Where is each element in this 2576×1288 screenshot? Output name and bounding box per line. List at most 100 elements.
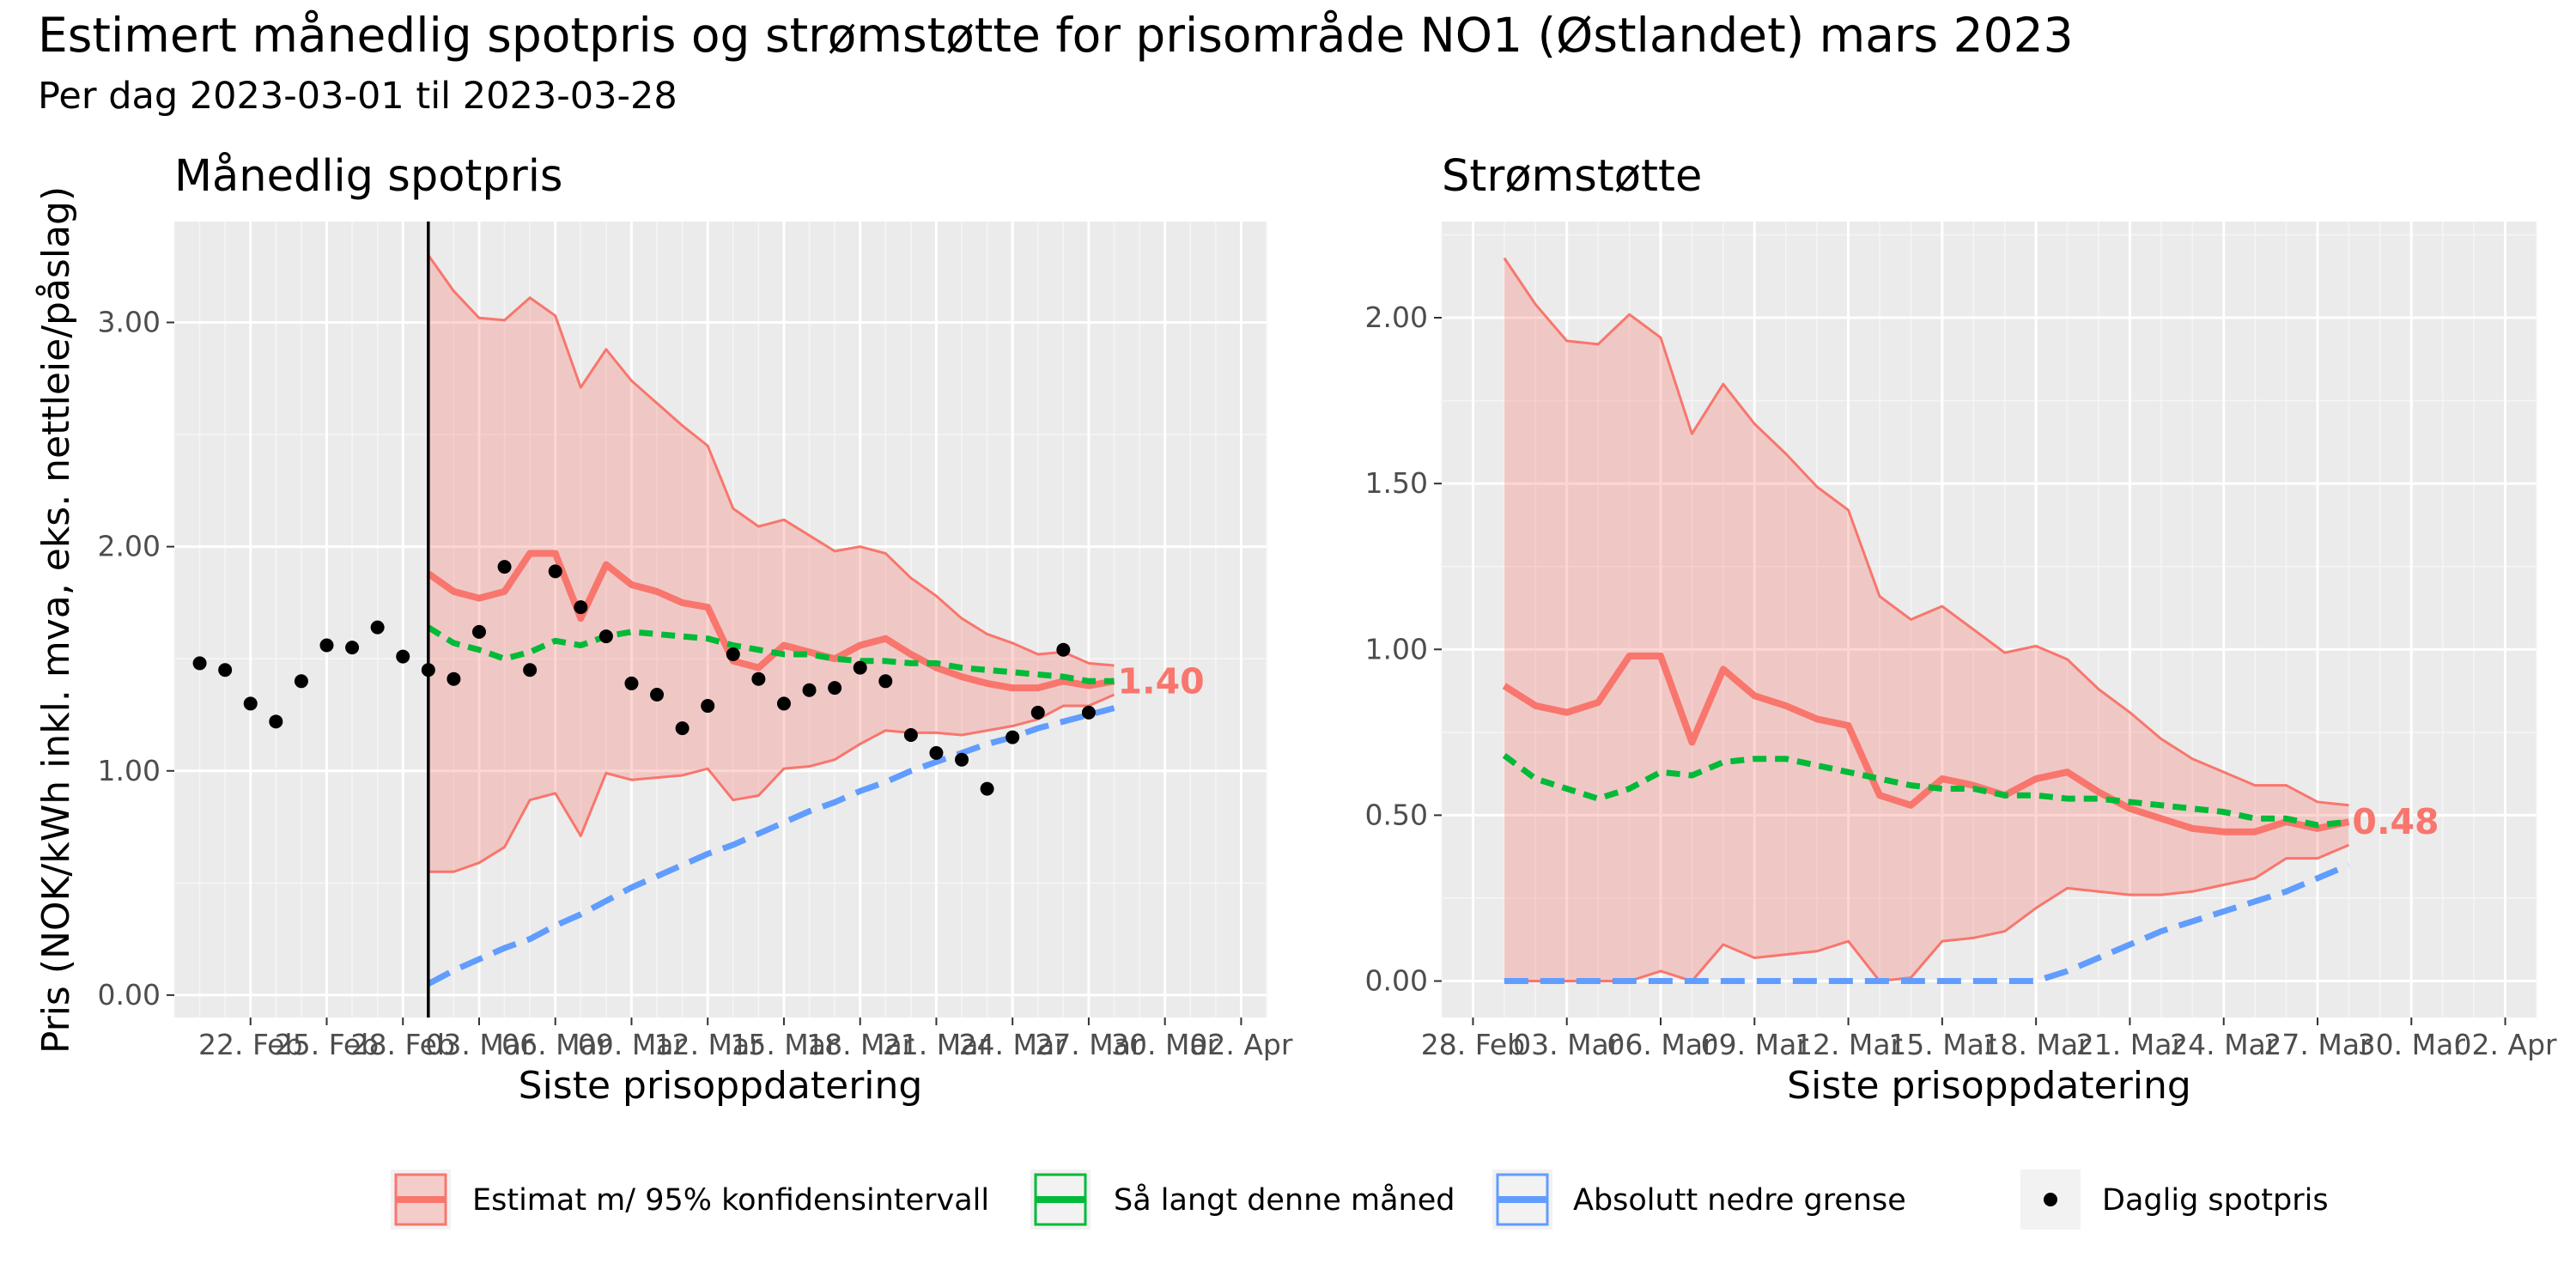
daily-price-point: [497, 560, 512, 574]
x-axis-label: Siste prisoppdatering: [1787, 1064, 2191, 1108]
daily-price-point: [294, 674, 308, 689]
estimate-line: [426, 550, 1115, 692]
y-tick-label: 0.00: [98, 978, 161, 1012]
daily-price-point: [370, 620, 385, 635]
x-tick-label: 28. Feb: [351, 1028, 455, 1061]
legend-item-daily-price: Daglig spotpris: [2020, 1170, 2329, 1230]
daily-price-point: [192, 656, 207, 671]
daily-price-point: [726, 647, 740, 661]
x-tick-label: 21. Mar: [2076, 1028, 2184, 1061]
daily-price-point: [980, 781, 994, 796]
legend-label-so-far: Så langt denne måned: [1114, 1182, 1455, 1218]
daily-price-point: [1056, 642, 1071, 657]
daily-price-point: [624, 676, 639, 690]
daily-price-point: [1081, 705, 1096, 720]
y-axis-label: Pris (NOK/kWh inkl. mva, eks. nettleie/p…: [34, 186, 78, 1054]
x-tick-label: 24. Mar: [959, 1028, 1067, 1061]
daily-price-point: [675, 721, 690, 736]
confidence-band: [428, 255, 1115, 872]
daily-price-point: [955, 752, 969, 767]
y-tick-label: 0.50: [1365, 798, 1428, 831]
x-tick-label: 06. Mar: [1607, 1028, 1715, 1061]
x-tick-label: 03. Mar: [1513, 1028, 1621, 1061]
x-tick-label: 27. Mar: [1035, 1028, 1143, 1061]
daily-price-point: [523, 663, 538, 677]
so-far-line: [426, 624, 1115, 684]
chart-subtitle: Per dag 2023-03-01 til 2023-03-28: [38, 75, 677, 118]
x-tick-label: 02. Apr: [2454, 1028, 2557, 1061]
confidence-upper-line: [1503, 257, 2349, 807]
daily-price-point: [319, 638, 334, 653]
so-far-line: [1502, 753, 2349, 829]
legend-label-daily-price: Daglig spotpris: [2102, 1183, 2329, 1218]
daily-price-point: [421, 663, 435, 677]
x-tick-label: 27. Mar: [2263, 1028, 2372, 1061]
x-tick-label: 12. Mar: [654, 1028, 762, 1061]
estimate-line: [1502, 652, 2350, 835]
daily-price-point: [1030, 705, 1045, 720]
legend-label-estimate: Estimat m/ 95% konfidensintervall: [472, 1183, 989, 1218]
y-tick-label: 2.00: [1365, 301, 1428, 334]
y-tick-label: 3.00: [98, 306, 161, 339]
daily-price-point: [802, 683, 817, 697]
lower-bound-line: [427, 705, 1115, 987]
x-tick-label: 22. Feb: [198, 1028, 302, 1061]
x-tick-label: 03. Mar: [425, 1028, 533, 1061]
x-tick-label: 18. Mar: [806, 1028, 914, 1061]
daily-price-point: [878, 674, 893, 689]
end-value-label: 1.40: [1118, 660, 1205, 702]
x-tick-label: 15. Mar: [1888, 1028, 1996, 1061]
daily-price-point: [650, 687, 665, 702]
x-tick-label: 24. Mar: [2170, 1028, 2278, 1061]
x-tick-label: 09. Mar: [1701, 1028, 1809, 1061]
confidence-lower-line: [1504, 843, 2350, 983]
daily-price-point: [396, 649, 410, 664]
legend-item-lower-bound: Absolutt nedre grense: [1492, 1170, 1906, 1230]
chart-title: Estimert månedlig spotpris og strømstøtt…: [38, 8, 2074, 63]
x-axis-label: Siste prisoppdatering: [519, 1064, 923, 1108]
panel-title: Månedlig spotpris: [174, 151, 562, 202]
legend: Estimat m/ 95% konfidensintervall Så lan…: [391, 1170, 2329, 1230]
x-tick-label: 02. Apr: [1189, 1028, 1292, 1061]
daily-price-point: [269, 714, 283, 729]
daily-price-point: [903, 727, 918, 742]
confidence-lower-line: [428, 693, 1115, 873]
daily-price-point: [471, 624, 486, 639]
x-tick-label: 15. Mar: [730, 1028, 838, 1061]
y-tick-label: 2.00: [98, 530, 161, 563]
x-tick-label: 28. Feb: [1421, 1028, 1525, 1061]
daily-price-point: [751, 671, 766, 686]
x-tick-label: 21. Mar: [883, 1028, 991, 1061]
x-tick-label: 12. Mar: [1795, 1028, 1903, 1061]
legend-label-lower-bound: Absolutt nedre grense: [1573, 1183, 1906, 1218]
daily-price-point: [929, 745, 944, 760]
end-value-label: 0.48: [2352, 801, 2439, 842]
daily-price-point: [243, 696, 258, 711]
daily-price-point: [701, 699, 715, 714]
y-tick-label: 0.00: [1365, 964, 1428, 998]
daily-price-point: [853, 660, 867, 675]
daily-price-point: [1005, 730, 1020, 744]
confidence-upper-line: [427, 254, 1115, 667]
y-tick-label: 1.00: [1365, 632, 1428, 665]
daily-price-point: [548, 564, 562, 579]
y-tick-label: 1.50: [1365, 466, 1428, 500]
legend-item-so-far: Så langt denne måned: [1030, 1170, 1455, 1230]
legend-item-estimate: Estimat m/ 95% konfidensintervall: [391, 1170, 989, 1230]
x-tick-label: 06. Mar: [501, 1028, 610, 1061]
plot-background: [1442, 222, 2537, 1018]
x-tick-label: 30. Mar: [2358, 1028, 2466, 1061]
daily-price-point: [345, 641, 360, 655]
daily-price-point: [218, 663, 233, 677]
daily-price-point: [828, 681, 842, 696]
x-tick-label: 25. Feb: [275, 1028, 379, 1061]
panel-title: Strømstøtte: [1442, 151, 1702, 202]
plot-background: [174, 222, 1267, 1018]
daily-price-point: [447, 671, 461, 686]
x-tick-label: 30. Mar: [1111, 1028, 1219, 1061]
daily-price-point: [776, 696, 791, 711]
x-tick-label: 18. Mar: [1983, 1028, 2091, 1061]
